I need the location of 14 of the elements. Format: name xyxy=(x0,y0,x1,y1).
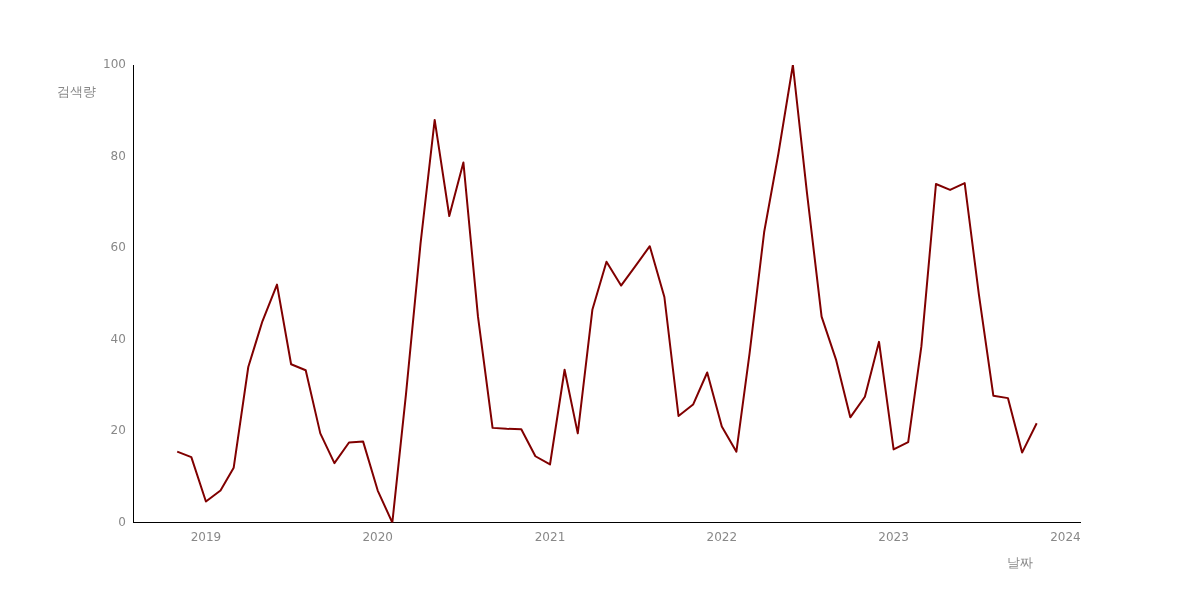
x-tick-label: 2020 xyxy=(362,529,393,544)
y-tick-label: 20 xyxy=(110,423,126,438)
x-tick-label: 2024 xyxy=(1050,529,1081,544)
x-tick-label: 2019 xyxy=(190,529,222,544)
x-axis-title: 날짜 xyxy=(1007,554,1033,570)
x-tick-label: 2022 xyxy=(706,529,738,544)
y-axis-title: 검색량 xyxy=(57,84,96,100)
y-tick-label: 60 xyxy=(110,240,126,255)
y-tick-label: 0 xyxy=(118,514,126,529)
y-tick-label: 100 xyxy=(103,57,126,72)
y-tick-label: 80 xyxy=(110,148,126,163)
y-tick-label: 40 xyxy=(110,331,126,346)
x-tick-label: 2021 xyxy=(534,529,566,544)
x-tick-label: 2023 xyxy=(878,529,909,544)
